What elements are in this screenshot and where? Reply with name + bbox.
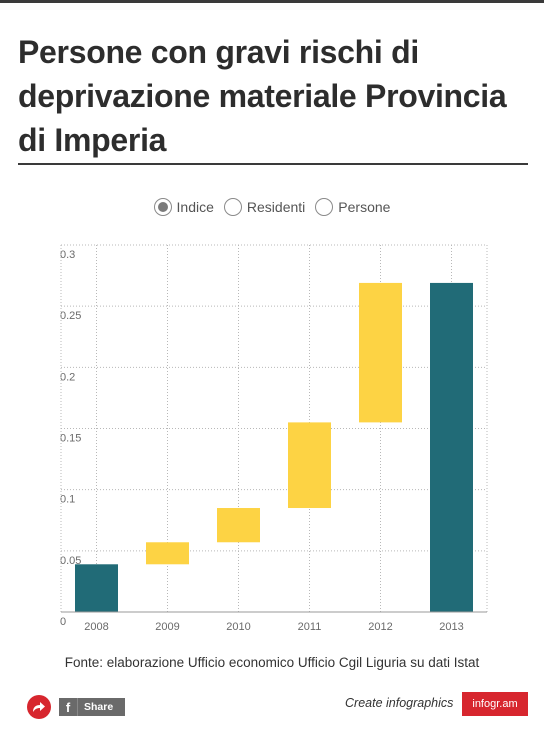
share-area: f Share — [27, 695, 126, 719]
y-tick-label: 0.1 — [60, 494, 75, 506]
radio-residenti[interactable]: Residenti — [223, 198, 306, 216]
x-tick-label: 2013 — [439, 621, 463, 633]
x-tick-label: 2012 — [368, 621, 392, 633]
chart-title: Persone con gravi rischi di deprivazione… — [18, 34, 507, 158]
radio-persone-circle[interactable] — [315, 198, 334, 216]
y-tick-label: 0.25 — [60, 310, 81, 322]
share-label: Share — [84, 701, 114, 713]
bar-2009 — [146, 542, 189, 565]
radio-indice-circle[interactable] — [153, 198, 172, 216]
radio-persone[interactable]: Persone — [315, 198, 390, 216]
facebook-icon: f — [59, 698, 78, 716]
create-infographics-link[interactable]: Create infographics — [345, 696, 454, 710]
x-tick-label: 2009 — [155, 621, 179, 633]
y-tick-label: 0.3 — [60, 249, 75, 261]
radio-indice[interactable]: Indice — [153, 198, 214, 216]
bar-2013 — [430, 282, 473, 612]
y-tick-label: 0.2 — [60, 371, 75, 383]
infogram-brand-badge[interactable]: infogr.am — [462, 692, 528, 716]
share-arrow-icon[interactable] — [27, 695, 51, 719]
x-tick-label: 2008 — [84, 621, 108, 633]
x-tick-label: 2010 — [226, 621, 250, 633]
facebook-share-button[interactable]: f Share — [59, 698, 126, 716]
waterfall-chart: 0 0.05 0.1 0.15 0.2 0.25 0.3 2008 2009 2010 2011 20… — [60, 244, 488, 633]
radio-residenti-label: Residenti — [246, 199, 306, 215]
bar-2008 — [75, 564, 118, 612]
y-tick-label: 0 — [60, 616, 66, 628]
bar-2010 — [217, 508, 260, 543]
bar-2011 — [288, 422, 331, 509]
source-note: Fonte: elaborazione Ufficio economico Uf… — [64, 655, 480, 670]
radio-persone-label: Persone — [338, 199, 391, 215]
top-rule — [0, 0, 544, 3]
radio-indice-label: Indice — [176, 199, 214, 215]
x-tick-label: 2011 — [298, 621, 322, 633]
legend-radio-group: Indice Residenti Persone — [0, 198, 544, 216]
y-tick-label: 0.15 — [60, 433, 81, 445]
bar-2012 — [359, 282, 402, 423]
y-tick-label: 0.05 — [60, 555, 81, 567]
radio-residenti-circle[interactable] — [223, 198, 242, 216]
title-rule — [18, 163, 528, 165]
